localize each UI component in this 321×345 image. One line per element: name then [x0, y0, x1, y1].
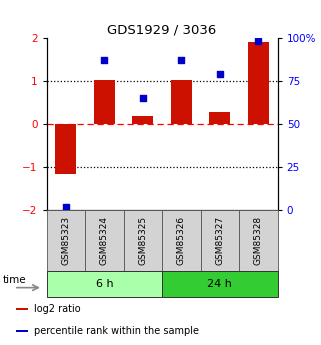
Point	[140, 96, 145, 101]
Point	[179, 58, 184, 63]
Text: GSM85328: GSM85328	[254, 216, 263, 265]
Text: GSM85324: GSM85324	[100, 216, 109, 265]
Text: GSM85327: GSM85327	[215, 216, 224, 265]
Bar	[248, 42, 269, 124]
Bar	[132, 117, 153, 124]
Bar	[55, 124, 76, 174]
Point	[63, 204, 68, 210]
Text: 6 h: 6 h	[96, 279, 113, 289]
Bar	[47, 210, 85, 271]
Bar	[162, 210, 201, 271]
Text: percentile rank within the sample: percentile rank within the sample	[34, 326, 199, 336]
Bar	[16, 308, 28, 310]
Text: GSM85323: GSM85323	[61, 216, 70, 265]
Bar	[124, 210, 162, 271]
Text: GSM85326: GSM85326	[177, 216, 186, 265]
Text: time: time	[2, 275, 26, 285]
Bar	[209, 112, 230, 124]
Bar	[239, 210, 278, 271]
Bar	[47, 271, 162, 297]
Bar	[16, 330, 28, 332]
Bar	[85, 210, 124, 271]
Bar	[162, 271, 278, 297]
Bar	[201, 210, 239, 271]
Point	[256, 39, 261, 44]
Text: 24 h: 24 h	[207, 279, 232, 289]
Point	[217, 71, 222, 77]
Text: GSM85325: GSM85325	[138, 216, 147, 265]
Text: log2 ratio: log2 ratio	[34, 304, 80, 314]
Bar	[171, 80, 192, 124]
Bar	[94, 80, 115, 124]
Title: GDS1929 / 3036: GDS1929 / 3036	[108, 24, 217, 37]
Point	[102, 58, 107, 63]
